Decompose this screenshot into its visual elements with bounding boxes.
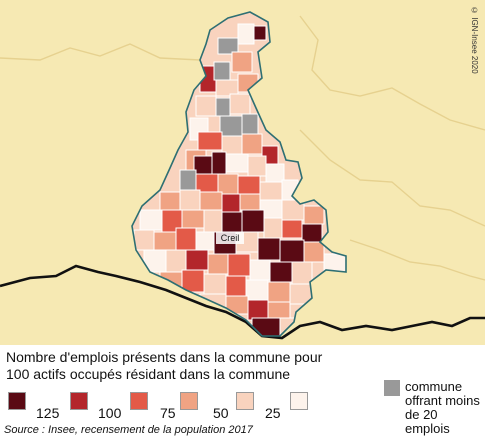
legend-title: Nombre d'emplois présents dans la commun… [6,349,386,383]
legend-tick-75: 75 [160,405,176,421]
legend-tick-25: 25 [265,405,281,421]
legend-tick-100: 100 [98,405,122,421]
legend-grey-label: commune offrant moins de 20 emplois [405,379,480,436]
neighbour-borders [0,15,485,281]
source-note: Source : Insee, recensement de la popula… [4,424,253,436]
city-creil: Creil [216,232,244,244]
legend-swatch-4 [180,392,198,410]
legend-title-line1: Nombre d'emplois présents dans la commun… [6,349,323,365]
city-label: Creil [221,233,240,243]
choropleth-map: Creil [0,0,485,345]
legend-swatch-1 [8,392,26,410]
legend-swatch-5 [236,392,254,410]
legend-title-line2: 100 actifs occupés résidant dans la comm… [6,366,291,382]
legend-swatch-2 [70,392,88,410]
legend-swatch-6 [290,392,308,410]
copyright-note: © IGN-Insee 2020 [470,6,479,74]
arrondissement-outline [131,11,347,337]
legend-grey-swatch [384,380,400,396]
legend-swatch-3 [130,392,148,410]
legend-tick-50: 50 [213,405,229,421]
legend-tick-125: 125 [36,405,60,421]
